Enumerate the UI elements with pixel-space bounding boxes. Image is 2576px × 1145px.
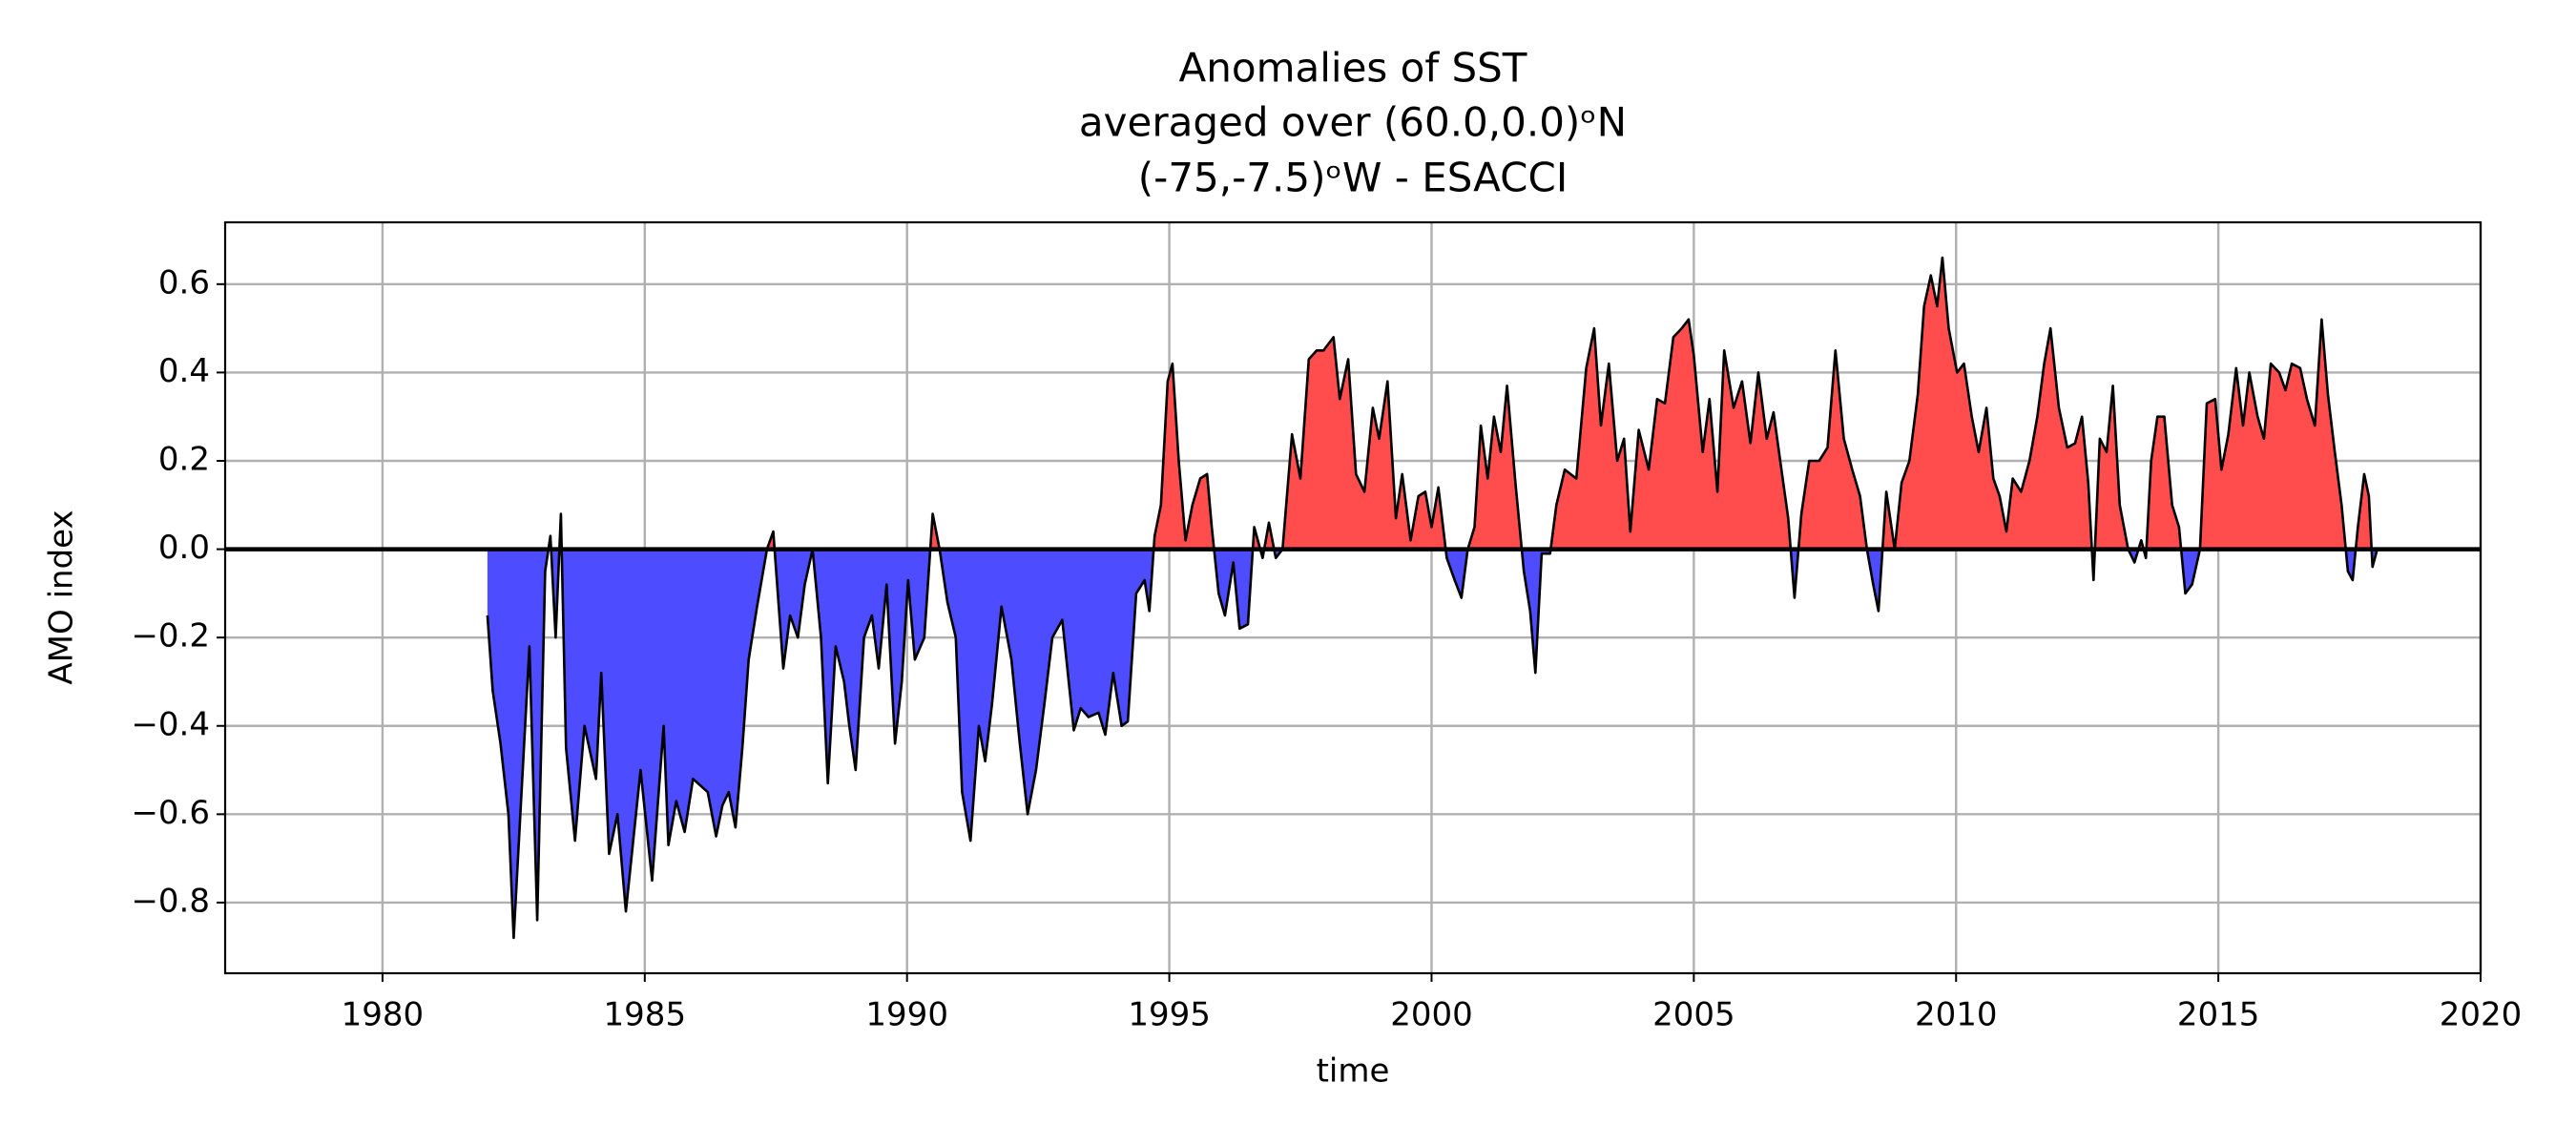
chart-title: (-75,-7.5)ᵒW - ESACCI (1138, 155, 1568, 201)
x-tick-label: 2015 (2177, 996, 2260, 1034)
x-tick-label: 1980 (342, 996, 425, 1034)
x-tick-label: 1990 (865, 996, 948, 1034)
x-tick-label: 2000 (1390, 996, 1473, 1034)
x-tick-label: 1995 (1128, 996, 1211, 1034)
x-tick-label: 2020 (2440, 996, 2523, 1034)
y-tick-label: 0.4 (158, 352, 210, 390)
y-tick-label: 0.0 (158, 529, 210, 567)
series-line (486, 256, 2379, 940)
y-tick-label: 0.6 (158, 263, 210, 302)
x-tick-label: 2005 (1652, 996, 1735, 1034)
y-axis-label: AMO index (43, 510, 81, 684)
y-tick-label: −0.6 (131, 794, 210, 832)
x-tick-label: 2010 (1915, 996, 1998, 1034)
y-tick-label: −0.2 (131, 617, 210, 656)
y-tick-label: 0.2 (158, 440, 210, 478)
chart-title: Anomalies of SST (1179, 45, 1527, 92)
x-tick-label: 1985 (604, 996, 687, 1034)
chart-title: averaged over (60.0,0.0)ᵒN (1079, 99, 1627, 146)
negative-area (487, 549, 2378, 938)
y-tick-label: −0.4 (131, 705, 210, 743)
y-tick-label: −0.8 (131, 882, 210, 920)
plot-frame (223, 220, 2483, 975)
x-axis-label: time (1317, 1052, 1390, 1091)
